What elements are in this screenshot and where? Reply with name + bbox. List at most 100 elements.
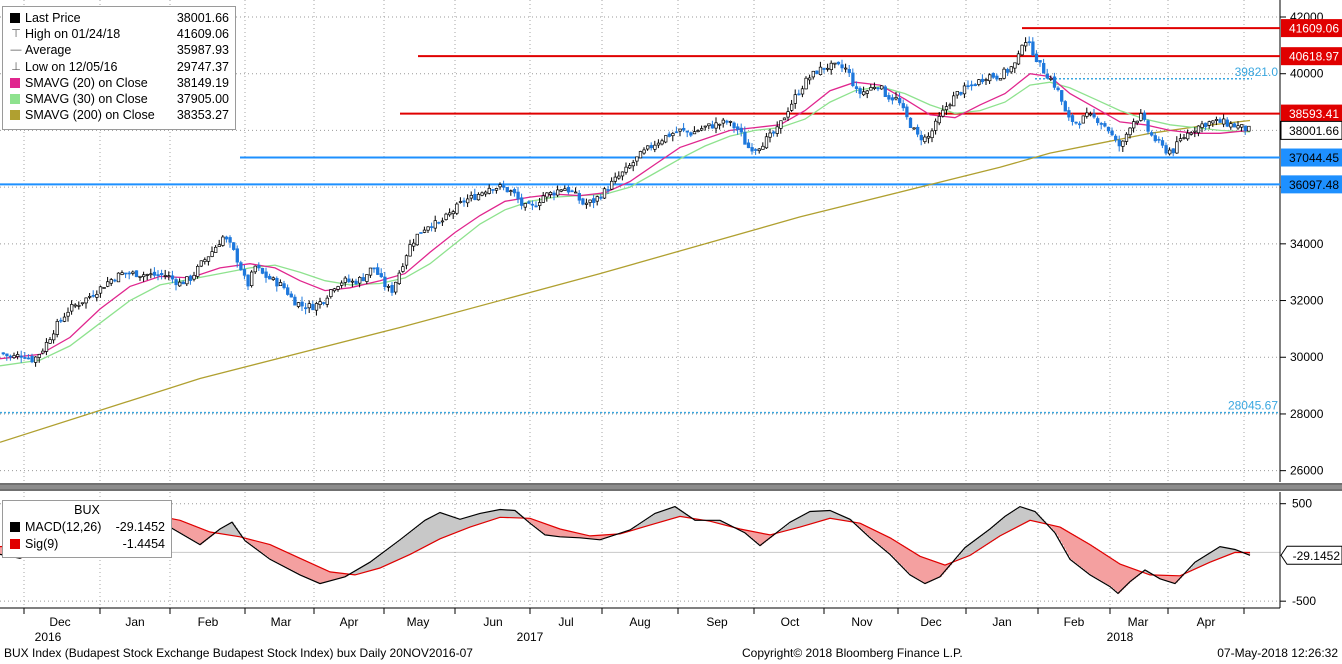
candle-body [458, 201, 463, 203]
candle-body [916, 126, 920, 135]
macd-hist-fill [742, 529, 745, 532]
macd-hist-fill [330, 571, 333, 581]
candle-body [84, 297, 88, 304]
candle-body [815, 70, 819, 75]
candle-body [1117, 139, 1121, 147]
candle-body [160, 273, 164, 276]
candle-body [736, 126, 740, 130]
candle-body [599, 196, 603, 199]
candle-body [674, 131, 679, 134]
candle-body [718, 123, 722, 126]
candle-body [440, 220, 445, 223]
month-label: Nov [851, 615, 872, 629]
macd-hist-fill [714, 520, 717, 523]
macd-hist-fill [1132, 568, 1135, 581]
resistance-label: 38593.41 [1289, 107, 1339, 121]
signal-legend-label: Sig(9) [25, 537, 59, 551]
macd-hist-fill [230, 523, 233, 536]
candle-body [880, 85, 884, 90]
candle-body [178, 281, 182, 287]
candle-body [660, 140, 664, 145]
legend-label: SMAVG (200) on Close [25, 108, 155, 123]
macd-hist-fill [408, 533, 411, 556]
candle-body [466, 198, 470, 204]
macd-hist-fill [262, 542, 265, 554]
month-label: Mar [1128, 615, 1149, 629]
macd-hist-fill [956, 558, 959, 561]
candle-body [52, 333, 56, 341]
macd-hist-fill [660, 511, 663, 523]
macd-hist-fill [1166, 575, 1169, 581]
candle-body [588, 199, 592, 203]
macd-legend-title: BUX [74, 503, 100, 517]
panel-separator[interactable] [0, 483, 1342, 491]
candle-body [44, 342, 49, 352]
macd-hist-fill [424, 521, 427, 548]
legend-swatch [10, 94, 20, 104]
support-box [1281, 175, 1342, 194]
macd-hist-fill [964, 548, 967, 558]
macd-hist-fill [990, 529, 993, 543]
macd-hist-fill [376, 557, 379, 570]
candle-body [574, 191, 578, 194]
macd-hist-fill [874, 530, 877, 542]
macd-hist-fill [890, 537, 893, 555]
candle-body [228, 237, 232, 243]
macd-hist-fill [310, 562, 313, 580]
macd-hist-fill [1216, 549, 1219, 560]
candle-body [505, 186, 509, 193]
candle-body [682, 127, 686, 131]
macd-hist-fill [976, 539, 979, 552]
macd-hist-fill [1192, 565, 1195, 571]
macd-hist-fill [326, 570, 329, 582]
macd-hist-fill [1096, 548, 1099, 579]
macd-hist-fill [668, 509, 671, 520]
candle-body [732, 122, 736, 129]
candle-body [415, 233, 419, 246]
macd-hist-fill [680, 510, 683, 517]
candle-body [779, 120, 783, 129]
macd-hist-fill [590, 535, 593, 539]
macd-hist-fill [764, 533, 767, 543]
candle-body [264, 271, 268, 278]
macd-hist-fill [1118, 562, 1121, 594]
candle-body [923, 136, 927, 142]
macd-hist-fill [944, 564, 947, 573]
candle-body [667, 133, 671, 137]
candle-body [894, 97, 898, 100]
macd-hist-fill [938, 562, 941, 578]
macd-hist-fill [638, 524, 641, 529]
candle-body [1049, 77, 1053, 80]
candle-body [844, 67, 848, 70]
candle-body [602, 188, 607, 199]
candle-body [772, 131, 776, 134]
macd-hist-fill [582, 534, 585, 539]
support-label: 37044.45 [1289, 151, 1339, 165]
candle-body [642, 149, 646, 154]
candle-body [962, 85, 967, 95]
candle-body [1038, 60, 1042, 63]
candle-body [548, 191, 553, 195]
macd-hist-fill [550, 525, 553, 536]
macd-hist-fill [1032, 510, 1035, 521]
macd-hist-fill [760, 532, 763, 546]
month-label: Jan [125, 615, 144, 629]
legend-label: SMAVG (20) on Close [25, 75, 148, 90]
macd-hist-fill [374, 559, 377, 570]
macd-hist-fill [1074, 535, 1077, 563]
macd-hist-fill [296, 556, 299, 573]
support-box [1281, 148, 1342, 167]
macd-hist-fill [838, 514, 841, 520]
candle-body [422, 229, 427, 233]
macd-hist-fill [466, 517, 469, 529]
macd-hist-fill [978, 537, 981, 551]
macd-hist-fill [308, 561, 311, 579]
candle-body [59, 319, 63, 322]
candle-body [1114, 135, 1118, 141]
macd-hist-fill [1194, 563, 1197, 570]
candle-body [995, 75, 999, 80]
macd-hist-fill [1246, 552, 1249, 554]
candle-body [368, 267, 373, 276]
macd-hist-fill [596, 535, 599, 540]
macd-hist-fill [220, 529, 223, 534]
